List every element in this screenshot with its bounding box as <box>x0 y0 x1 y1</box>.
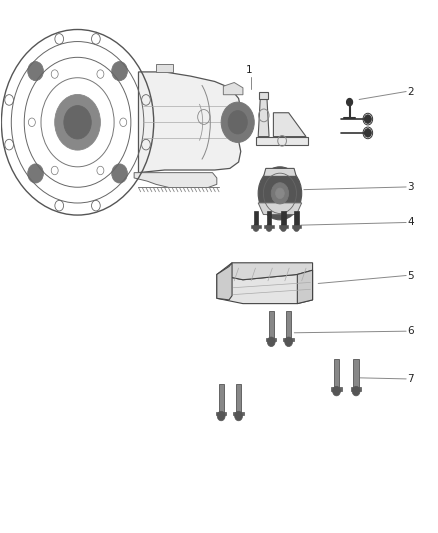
Polygon shape <box>259 92 268 100</box>
Polygon shape <box>267 211 271 225</box>
Circle shape <box>276 188 284 199</box>
Polygon shape <box>294 211 299 225</box>
Circle shape <box>271 183 289 204</box>
Circle shape <box>258 167 302 220</box>
Polygon shape <box>331 387 342 391</box>
Polygon shape <box>281 211 286 225</box>
Polygon shape <box>233 413 244 416</box>
Polygon shape <box>251 225 261 228</box>
Polygon shape <box>268 311 274 338</box>
Circle shape <box>352 386 360 396</box>
Circle shape <box>364 115 371 123</box>
Circle shape <box>55 94 100 150</box>
Polygon shape <box>223 83 243 95</box>
Polygon shape <box>236 384 241 413</box>
Circle shape <box>293 224 300 231</box>
Polygon shape <box>292 225 301 228</box>
Polygon shape <box>264 168 296 176</box>
Text: 1: 1 <box>246 64 252 75</box>
Circle shape <box>346 99 353 106</box>
Polygon shape <box>256 136 308 144</box>
Polygon shape <box>266 338 276 341</box>
Polygon shape <box>217 270 313 304</box>
Polygon shape <box>258 97 269 136</box>
Polygon shape <box>273 113 306 136</box>
Polygon shape <box>351 387 361 391</box>
Polygon shape <box>216 413 226 416</box>
Text: 7: 7 <box>407 374 414 384</box>
Polygon shape <box>297 270 313 304</box>
Text: 5: 5 <box>407 271 414 280</box>
Polygon shape <box>156 64 173 72</box>
Circle shape <box>221 102 254 142</box>
Text: 3: 3 <box>407 182 414 192</box>
Polygon shape <box>217 263 313 280</box>
Polygon shape <box>283 338 294 341</box>
Circle shape <box>228 111 247 134</box>
Circle shape <box>64 106 91 139</box>
Polygon shape <box>286 311 291 338</box>
Text: 2: 2 <box>407 86 414 96</box>
Circle shape <box>332 386 340 396</box>
Circle shape <box>266 224 272 231</box>
Polygon shape <box>279 225 288 228</box>
Polygon shape <box>264 225 274 228</box>
Circle shape <box>112 164 127 183</box>
Text: 4: 4 <box>407 217 414 228</box>
Circle shape <box>28 61 43 80</box>
Polygon shape <box>254 211 258 225</box>
Circle shape <box>235 411 243 421</box>
Polygon shape <box>353 359 359 388</box>
Polygon shape <box>217 263 232 300</box>
Text: 6: 6 <box>407 326 414 336</box>
Polygon shape <box>138 72 241 173</box>
Circle shape <box>253 224 259 231</box>
Circle shape <box>280 224 286 231</box>
Circle shape <box>267 337 275 346</box>
Polygon shape <box>134 173 217 188</box>
Polygon shape <box>334 359 339 388</box>
Circle shape <box>364 128 371 137</box>
Polygon shape <box>219 384 224 413</box>
Circle shape <box>112 61 127 80</box>
Circle shape <box>285 337 293 346</box>
Polygon shape <box>258 203 302 215</box>
Circle shape <box>28 164 43 183</box>
Circle shape <box>217 411 225 421</box>
